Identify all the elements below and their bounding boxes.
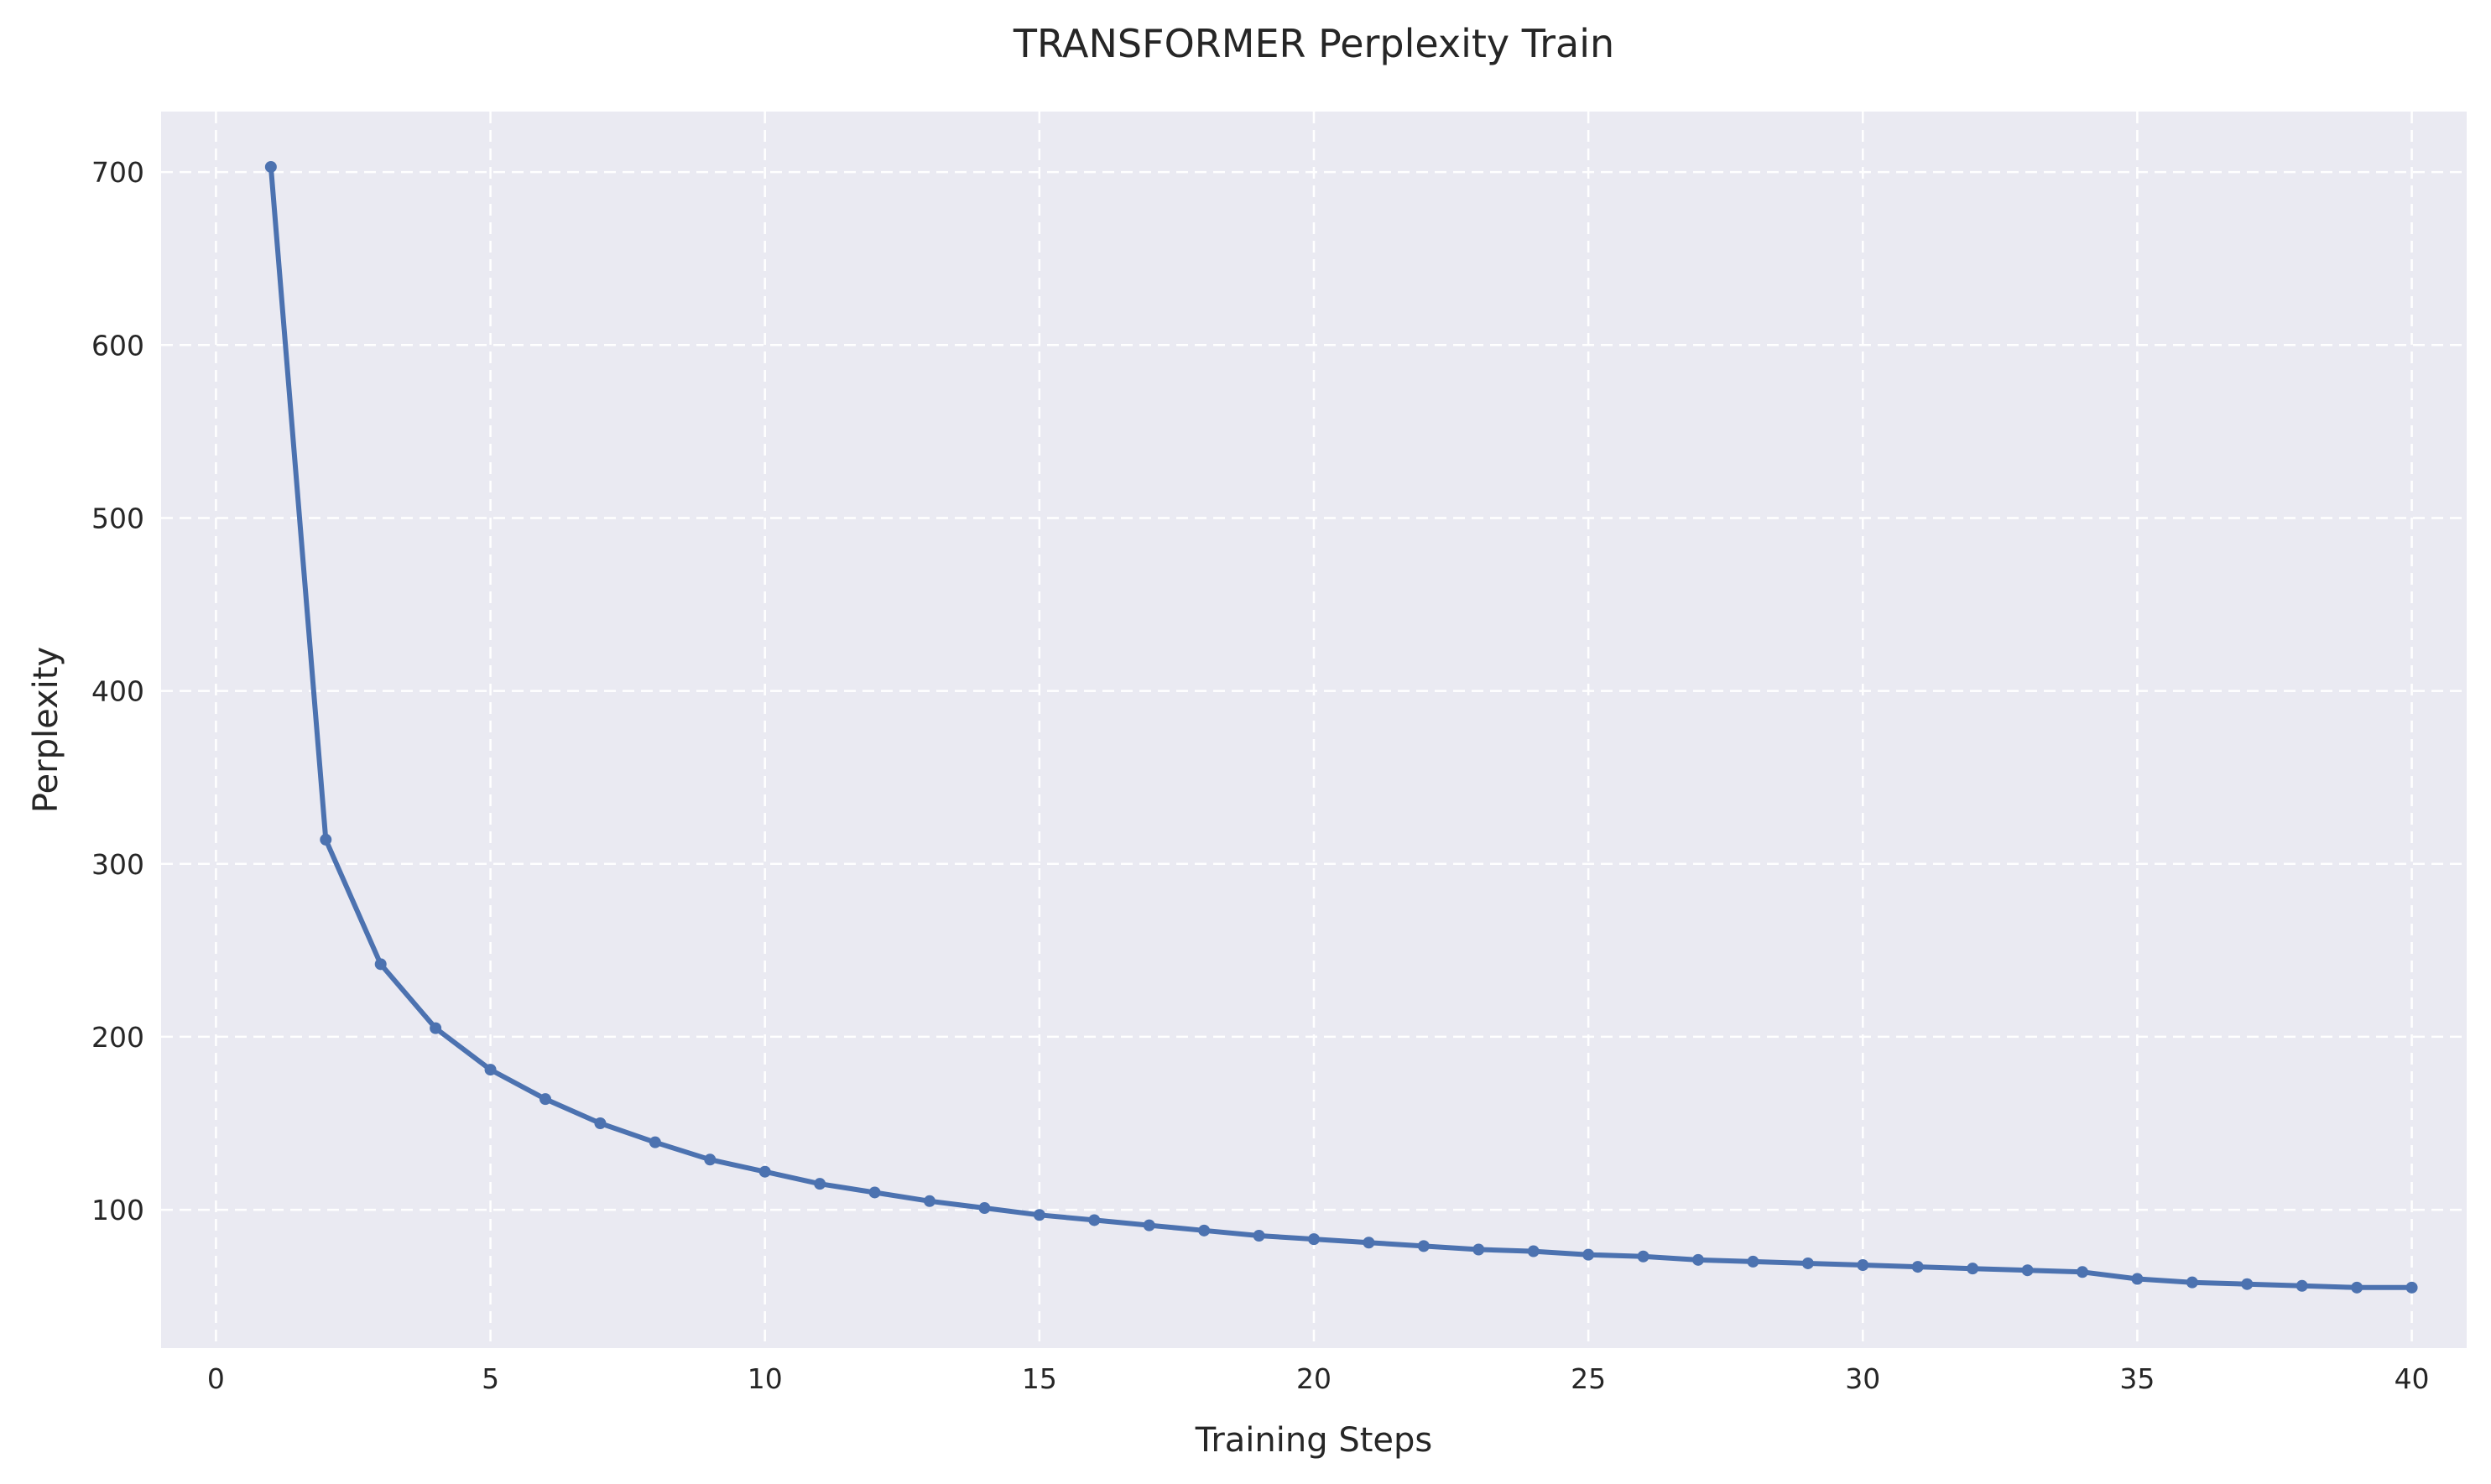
y-tick-label: 500 [91, 502, 144, 534]
x-tick-label: 0 [207, 1362, 225, 1395]
data-point [1692, 1253, 1704, 1266]
grid [161, 112, 2467, 1348]
data-point [430, 1022, 442, 1034]
data-point [2077, 1266, 2088, 1278]
data-point [1582, 1248, 1595, 1261]
x-tick-label: 30 [1845, 1362, 1880, 1395]
data-point [868, 1186, 881, 1199]
x-tick-label: 5 [482, 1362, 499, 1395]
y-tick-label: 100 [91, 1194, 144, 1226]
data-point [264, 160, 277, 173]
data-point [924, 1195, 935, 1207]
data-point [649, 1136, 661, 1148]
y-axis-label: Perplexity [27, 647, 65, 813]
x-tick-label: 20 [1296, 1362, 1331, 1395]
data-point [1637, 1250, 1649, 1263]
data-point [814, 1178, 826, 1190]
data-point [484, 1064, 497, 1076]
y-tick-label: 700 [91, 156, 144, 189]
data-point [1143, 1219, 1155, 1231]
data-point [1527, 1245, 1540, 1257]
y-tick-label: 600 [91, 329, 144, 362]
data-point [704, 1153, 717, 1166]
data-point [1967, 1263, 1979, 1275]
y-tick-label: 200 [91, 1021, 144, 1054]
x-axis-ticks: 0 5 10 15 20 25 30 35 40 [207, 1362, 2430, 1395]
data-point [1033, 1209, 1045, 1221]
data-point [2186, 1276, 2198, 1289]
data-point [374, 958, 387, 971]
y-tick-label: 400 [91, 675, 144, 708]
data-point [1253, 1230, 1265, 1242]
data-point [2296, 1279, 2308, 1292]
y-tick-label: 300 [91, 848, 144, 881]
series-line [268, 164, 2415, 1290]
data-point [594, 1117, 607, 1129]
data-point [2405, 1281, 2418, 1294]
data-point [320, 833, 332, 846]
data-point [758, 1165, 771, 1178]
data-point [539, 1093, 551, 1106]
x-tick-label: 25 [1571, 1362, 1606, 1395]
data-point [1417, 1240, 1430, 1252]
data-point [2021, 1264, 2034, 1277]
data-point [2131, 1273, 2144, 1285]
y-axis-ticks: 100 200 300 400 500 600 700 [91, 156, 144, 1226]
data-point [1801, 1257, 1814, 1269]
data-point [1911, 1261, 1924, 1273]
chart-title: TRANSFORMER Perplexity Train [1013, 21, 1614, 66]
data-point [2351, 1281, 2363, 1294]
data-point [1308, 1233, 1320, 1246]
series-group [264, 160, 2418, 1294]
data-point [2241, 1278, 2254, 1290]
x-tick-label: 15 [1022, 1362, 1057, 1395]
x-tick-label: 35 [2119, 1362, 2155, 1395]
data-point [1198, 1224, 1211, 1237]
data-point [1472, 1243, 1485, 1256]
x-tick-label: 40 [2395, 1362, 2430, 1395]
data-point [1747, 1255, 1759, 1268]
data-point [1088, 1214, 1101, 1226]
x-tick-label: 10 [748, 1362, 783, 1395]
data-point [978, 1202, 991, 1215]
data-point [1363, 1237, 1375, 1249]
x-axis-label: Training Steps [1195, 1421, 1432, 1460]
data-point [1857, 1259, 1869, 1272]
